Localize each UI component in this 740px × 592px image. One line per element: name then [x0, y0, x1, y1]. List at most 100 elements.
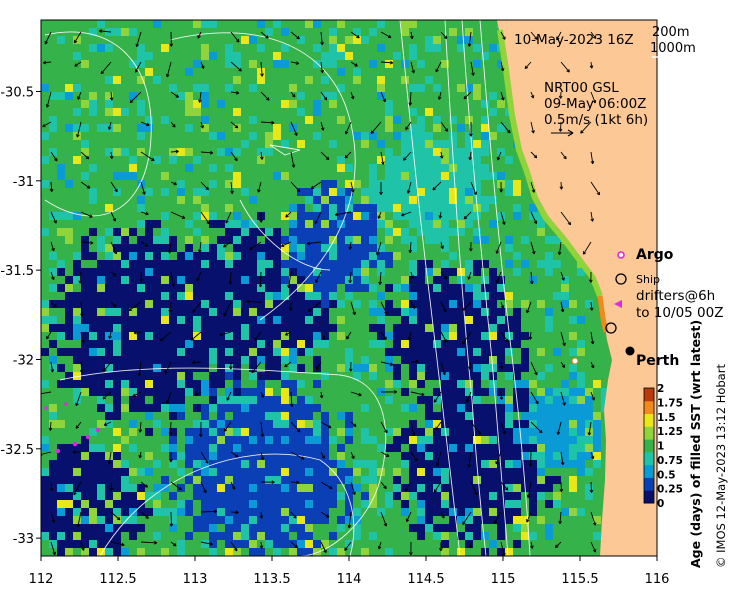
sst-pixel	[457, 116, 465, 124]
sst-pixel	[329, 332, 337, 340]
sst-pixel	[417, 460, 425, 468]
sst-pixel	[449, 180, 457, 188]
sst-pixel	[137, 108, 145, 116]
sst-pixel	[585, 484, 593, 492]
sst-pixel	[41, 268, 49, 276]
sst-pixel	[505, 420, 513, 428]
sst-pixel	[185, 268, 193, 276]
sst-pixel	[297, 36, 305, 44]
sst-pixel	[417, 140, 425, 148]
sst-pixel	[369, 36, 377, 44]
sst-pixel	[185, 60, 193, 68]
sst-pixel	[89, 388, 97, 396]
sst-pixel	[65, 36, 73, 44]
sst-pixel	[497, 164, 505, 172]
sst-pixel	[465, 36, 473, 44]
sst-pixel	[441, 156, 449, 164]
sst-pixel	[209, 164, 217, 172]
sst-pixel	[193, 20, 201, 28]
sst-pixel	[113, 300, 121, 308]
sst-pixel	[297, 508, 305, 516]
sst-pixel	[41, 356, 49, 364]
sst-pixel	[241, 468, 249, 476]
sst-pixel	[313, 380, 321, 388]
sst-pixel	[249, 500, 257, 508]
sst-pixel	[401, 140, 409, 148]
sst-pixel	[385, 260, 393, 268]
sst-pixel	[369, 188, 377, 196]
sst-pixel	[369, 76, 377, 84]
sst-pixel	[193, 148, 201, 156]
sst-pixel	[313, 476, 321, 484]
sst-pixel	[193, 332, 201, 340]
sst-pixel	[217, 204, 225, 212]
sst-pixel	[473, 284, 481, 292]
sst-pixel	[193, 308, 201, 316]
sst-pixel	[241, 228, 249, 236]
sst-pixel	[377, 356, 385, 364]
sst-pixel	[353, 228, 361, 236]
sst-pixel	[65, 252, 73, 260]
sst-pixel	[209, 20, 217, 28]
sst-pixel	[529, 284, 537, 292]
sst-pixel	[145, 484, 153, 492]
sst-pixel	[577, 372, 585, 380]
sst-pixel	[201, 532, 209, 540]
sst-pixel	[201, 308, 209, 316]
sst-pixel	[313, 492, 321, 500]
sst-pixel	[457, 420, 465, 428]
sst-pixel	[465, 532, 473, 540]
sst-pixel	[73, 260, 81, 268]
sst-pixel	[457, 292, 465, 300]
sst-pixel	[377, 196, 385, 204]
sst-pixel	[601, 372, 609, 380]
sst-pixel	[233, 444, 241, 452]
sst-pixel	[417, 164, 425, 172]
sst-pixel	[305, 468, 313, 476]
sst-pixel	[425, 412, 433, 420]
sst-pixel	[585, 308, 593, 316]
sst-pixel	[97, 236, 105, 244]
sst-pixel	[305, 316, 313, 324]
sst-pixel	[545, 524, 553, 532]
sst-pixel	[577, 508, 585, 516]
sst-pixel	[249, 68, 257, 76]
sst-pixel	[425, 212, 433, 220]
sst-pixel	[377, 380, 385, 388]
sst-pixel	[513, 388, 521, 396]
sst-pixel	[337, 476, 345, 484]
sst-pixel	[385, 348, 393, 356]
sst-pixel	[201, 372, 209, 380]
sst-pixel	[337, 348, 345, 356]
sst-pixel	[233, 428, 241, 436]
sst-pixel	[441, 76, 449, 84]
sst-pixel	[457, 484, 465, 492]
sst-pixel	[321, 428, 329, 436]
sst-pixel	[481, 268, 489, 276]
sst-pixel	[497, 228, 505, 236]
sst-pixel	[337, 84, 345, 92]
sst-pixel	[433, 348, 441, 356]
sst-pixel	[129, 492, 137, 500]
sst-pixel	[393, 396, 401, 404]
sst-pixel	[417, 404, 425, 412]
sst-pixel	[329, 220, 337, 228]
sst-pixel	[185, 316, 193, 324]
sst-pixel	[169, 292, 177, 300]
sst-pixel	[57, 364, 65, 372]
sst-pixel	[601, 468, 609, 476]
sst-pixel	[233, 100, 241, 108]
sst-pixel	[313, 44, 321, 52]
sst-pixel	[321, 500, 329, 508]
sst-pixel	[577, 428, 585, 436]
sst-pixel	[241, 388, 249, 396]
sst-pixel	[137, 412, 145, 420]
sst-pixel	[337, 60, 345, 68]
sst-pixel	[193, 36, 201, 44]
sst-pixel	[249, 124, 257, 132]
sst-pixel	[273, 396, 281, 404]
sst-pixel	[113, 204, 121, 212]
sst-pixel	[425, 36, 433, 44]
sst-pixel	[73, 68, 81, 76]
sst-pixel	[41, 396, 49, 404]
